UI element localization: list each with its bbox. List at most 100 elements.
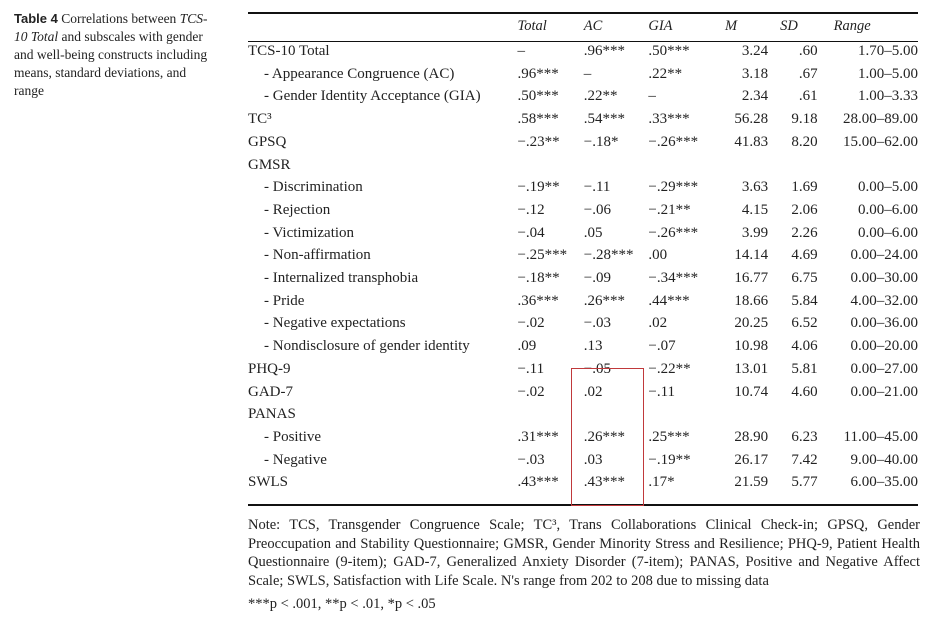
caption-text-italic: TCS-10 Total — [14, 11, 208, 44]
cell-gia: .17* — [648, 474, 675, 491]
cell-sd: 6.52 — [791, 315, 818, 332]
cell-total — [509, 154, 583, 177]
cell-range — [818, 154, 918, 177]
cell-label: PANAS — [248, 406, 296, 423]
cell-ac: – — [583, 65, 592, 82]
table-row: - Victimization −.04 .05 −.26*** 3.99 2.26 0.0… — [248, 222, 918, 245]
cell-range: 0.00–21.00 — [850, 383, 919, 400]
cell-gia: −.26*** — [648, 224, 699, 241]
cell-m — [713, 403, 768, 426]
cell-m: 3.24 — [741, 43, 769, 59]
cell-gia: −.19** — [648, 451, 691, 468]
cell-label: - Pride — [264, 292, 305, 309]
cell-gia: −.26*** — [648, 133, 699, 150]
cell-range: 6.00–35.00 — [850, 474, 919, 491]
cell-ac: .13 — [583, 338, 603, 355]
cell-ac: .05 — [583, 224, 603, 241]
cell-label: SWLS — [248, 474, 289, 491]
cell-total: .31*** — [517, 428, 559, 445]
cell-label: - Non-affirmation — [264, 247, 371, 264]
cell-total: −.19** — [517, 179, 560, 196]
cell-ac: −.28*** — [583, 247, 634, 264]
cell-gia: .25*** — [648, 428, 690, 445]
cell-label: - Victimization — [264, 224, 355, 241]
table-row: - Rejection −.12 −.06 −.21** 4.15 2.06 0.00–6.… — [248, 199, 918, 222]
caption-label: Table 4 — [14, 11, 58, 26]
cell-m: 20.25 — [734, 315, 769, 332]
cell-gia: −.22** — [648, 360, 691, 377]
cell-label: GAD-7 — [248, 383, 293, 400]
cell-total: – — [517, 43, 525, 59]
cell-gia: −.07 — [648, 338, 676, 355]
cell-ac: .02 — [583, 383, 603, 400]
cell-m: 26.17 — [734, 451, 769, 468]
cell-ac: .26*** — [583, 428, 625, 445]
cell-label: - Appearance Congruence (AC) — [264, 65, 455, 82]
header-sd: SD — [780, 18, 798, 34]
cell-ac: −.11 — [583, 179, 611, 196]
cell-gia: .00 — [648, 247, 668, 264]
cell-sd: 5.81 — [791, 360, 818, 377]
table-row: PHQ-9 −.11 −.05 −.22** 13.01 5.81 0.00–27.00 — [248, 358, 918, 381]
cell-sd: 9.18 — [791, 111, 818, 128]
cell-range: 0.00–36.00 — [850, 315, 919, 332]
cell-range: 0.00–24.00 — [850, 247, 919, 264]
cell-ac: −.06 — [583, 201, 611, 218]
cell-range: 15.00–62.00 — [843, 133, 918, 150]
cell-m: 10.98 — [734, 338, 769, 355]
caption-text-1: Correlations between — [61, 11, 177, 26]
cell-gia — [648, 154, 713, 177]
cell-ac: −.09 — [583, 270, 611, 287]
cell-total: .36*** — [517, 292, 559, 309]
cell-ac: .03 — [583, 451, 603, 468]
header-total: Total — [517, 18, 547, 34]
cell-ac: .43*** — [583, 474, 625, 491]
table-row: PANAS — [248, 403, 918, 426]
cell-label: GPSQ — [248, 133, 287, 150]
cell-range: 1.00–5.00 — [858, 65, 918, 82]
cell-label: - Discrimination — [264, 179, 363, 196]
table-row: - Nondisclosure of gender identity .09 .13… — [248, 335, 918, 358]
header-m: M — [724, 18, 738, 34]
table-row: - Negative expectations −.02 −.03 .02 20.25 6… — [248, 312, 918, 335]
cell-sd: 4.69 — [791, 247, 818, 264]
cell-gia: −.29*** — [648, 179, 699, 196]
cell-m: 4.15 — [741, 201, 769, 218]
cell-total: .43*** — [517, 474, 559, 491]
cell-ac: .22** — [583, 88, 618, 105]
cell-gia: .33*** — [648, 111, 690, 128]
cell-gia: .44*** — [648, 292, 690, 309]
cell-ac: .26*** — [583, 292, 625, 309]
cell-range: 1.70–5.00 — [858, 43, 918, 59]
correlation-table-wrap: Total AC GIA M SD Range TCS-10 Total – .96… — [248, 12, 919, 506]
cell-gia: .02 — [648, 315, 668, 332]
table-row: - Non-affirmation −.25*** −.28*** .00 14.14 4… — [248, 244, 918, 267]
cell-total: −.03 — [517, 451, 545, 468]
cell-label: PHQ-9 — [248, 360, 291, 377]
cell-sd — [768, 154, 818, 177]
cell-sd: 4.06 — [791, 338, 818, 355]
cell-ac — [584, 154, 649, 177]
cell-sd: 2.06 — [791, 201, 818, 218]
cell-total: .96*** — [517, 65, 559, 82]
cell-label: - Positive — [264, 428, 322, 445]
cell-total: −.04 — [517, 224, 545, 241]
cell-range: 11.00–45.00 — [843, 428, 918, 445]
table-row: - Discrimination −.19** −.11 −.29*** 3.63 1.6… — [248, 176, 918, 199]
table-note: Note: TCS, Transgender Congruence Scale;… — [248, 517, 920, 589]
table-caption: Table 4 Correlations between TCS-10 Tota… — [14, 10, 219, 100]
header-ac: AC — [583, 18, 603, 34]
header-gia: GIA — [648, 18, 673, 34]
cell-m: 13.01 — [734, 360, 769, 377]
cell-ac: .96*** — [583, 43, 625, 59]
cell-gia: .22** — [648, 65, 683, 82]
cell-range: 0.00–20.00 — [850, 338, 919, 355]
table-row: TCS-10 Total – .96*** .50*** 3.24 .60 1.70–5.0… — [248, 40, 918, 63]
cell-sd — [768, 403, 818, 426]
cell-range — [818, 403, 918, 426]
cell-sd: .60 — [798, 43, 818, 59]
cell-range: 0.00–30.00 — [850, 270, 919, 287]
header-range: Range — [833, 18, 871, 34]
table-row: GMSR — [248, 154, 918, 177]
cell-ac: −.03 — [583, 315, 611, 332]
